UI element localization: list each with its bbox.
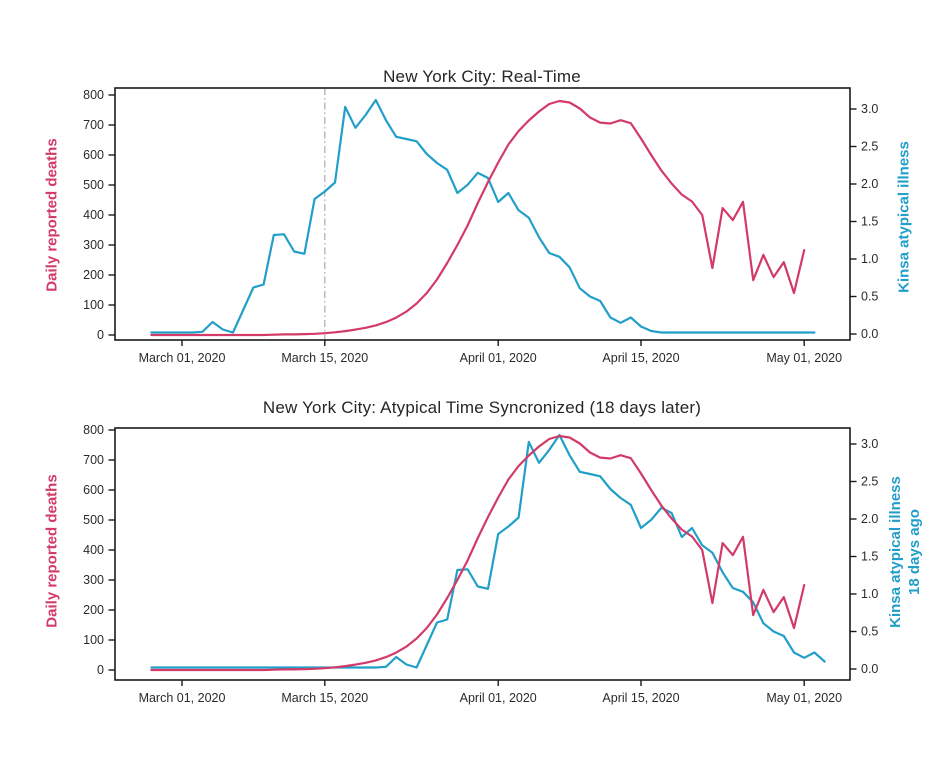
x-tick-label: May 01, 2020 xyxy=(766,351,842,365)
x-tick-label: March 01, 2020 xyxy=(139,351,226,365)
plot-border xyxy=(114,427,851,681)
y-tick-label-left: 0 xyxy=(97,663,104,677)
chart2-ylabel-left: Daily reported deaths xyxy=(43,474,62,627)
y-tick-label-right: 3.0 xyxy=(861,437,878,451)
y-tick-label-right: 0.0 xyxy=(861,662,878,676)
illness-line xyxy=(150,433,826,669)
y-tick-label-right: 2.0 xyxy=(861,512,878,526)
chart2-ylabel-right-line2: 18 days ago xyxy=(906,509,923,595)
y-tick-label-left: 300 xyxy=(83,573,104,587)
y-tick-label-right: 3.0 xyxy=(861,102,878,116)
y-tick-label-right: 1.5 xyxy=(861,215,878,229)
y-tick-label-left: 300 xyxy=(83,238,104,252)
chart2-title: New York City: Atypical Time Syncronized… xyxy=(262,398,702,417)
y-tick-label-left: 200 xyxy=(83,268,104,282)
y-tick-label-right: 1.0 xyxy=(861,252,878,266)
y-tick-label-left: 600 xyxy=(83,483,104,497)
chart2-ylabel-right-line1: Kinsa atypical illness xyxy=(887,476,904,628)
y-tick-label-right: 0.0 xyxy=(861,327,878,341)
x-tick-label: March 15, 2020 xyxy=(281,691,368,705)
y-tick-label-left: 400 xyxy=(83,543,104,557)
y-tick-label-left: 500 xyxy=(83,513,104,527)
y-tick-label-left: 700 xyxy=(83,453,104,467)
x-tick-label: April 15, 2020 xyxy=(602,691,679,705)
y-tick-label-left: 600 xyxy=(83,148,104,162)
y-tick-label-right: 0.5 xyxy=(861,290,878,304)
chart2-ylabel-right: Kinsa atypical illness 18 days ago xyxy=(886,476,924,628)
y-tick-label-left: 800 xyxy=(83,88,104,102)
y-tick-label-right: 2.5 xyxy=(861,475,878,489)
y-tick-label-left: 800 xyxy=(83,423,104,437)
x-tick-label: April 01, 2020 xyxy=(460,691,537,705)
x-tick-label: March 15, 2020 xyxy=(281,351,368,365)
chart2-ylabel-left-text: Daily reported deaths xyxy=(43,474,61,628)
x-tick-label: April 15, 2020 xyxy=(602,351,679,365)
x-tick-label: May 01, 2020 xyxy=(766,691,842,705)
plot-border xyxy=(114,87,851,341)
y-tick-label-right: 2.5 xyxy=(861,140,878,154)
y-tick-label-right: 1.5 xyxy=(861,550,878,564)
chart1-ylabel-right: Kinsa atypical illness xyxy=(895,141,914,293)
y-tick-label-left: 200 xyxy=(83,603,104,617)
x-tick-label: March 01, 2020 xyxy=(139,691,226,705)
y-tick-label-right: 2.0 xyxy=(861,177,878,191)
y-tick-label-left: 400 xyxy=(83,208,104,222)
y-tick-label-left: 0 xyxy=(97,328,104,342)
chart1-title: New York City: Real-Time xyxy=(383,67,581,86)
y-tick-label-right: 1.0 xyxy=(861,587,878,601)
deaths-line xyxy=(150,434,806,672)
deaths-line xyxy=(150,99,806,337)
y-tick-label-left: 700 xyxy=(83,118,104,132)
illness-line xyxy=(150,98,816,334)
chart1-ylabel-left-text: Daily reported deaths xyxy=(43,138,61,292)
y-tick-label-left: 100 xyxy=(83,633,104,647)
y-tick-label-left: 100 xyxy=(83,298,104,312)
y-tick-label-right: 0.5 xyxy=(861,625,878,639)
chart1-ylabel-left: Daily reported deaths xyxy=(43,138,62,291)
chart1-ylabel-right-text: Kinsa atypical illness xyxy=(895,141,913,293)
y-tick-label-left: 500 xyxy=(83,178,104,192)
x-tick-label: April 01, 2020 xyxy=(460,351,537,365)
